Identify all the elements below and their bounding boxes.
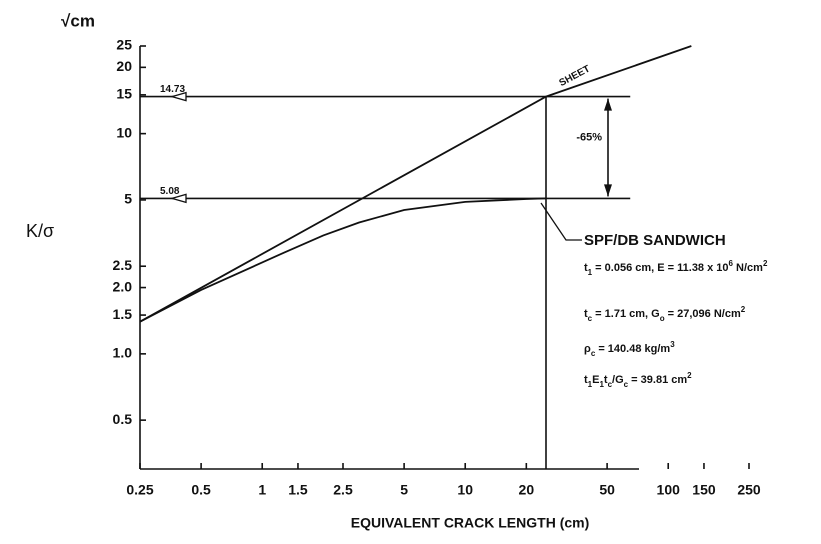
- y-tick-label: 15: [116, 86, 132, 102]
- note-part: t: [584, 374, 588, 386]
- annotation: -65%: [576, 131, 602, 143]
- series-label: SHEET: [557, 64, 592, 89]
- y-tick-label: 10: [116, 124, 132, 140]
- y-tick-label: 0.5: [113, 411, 133, 427]
- leader-line: [540, 202, 582, 241]
- x-tick-label: 20: [519, 482, 535, 498]
- note-part: 1: [599, 380, 604, 389]
- note-part: N/cm: [733, 262, 763, 274]
- note-part: o: [660, 314, 665, 323]
- note-part: = 140.48 kg/m: [595, 343, 670, 355]
- series-line: [139, 45, 692, 323]
- note-part: t: [604, 374, 608, 386]
- x-tick-label: 10: [457, 482, 473, 498]
- x-tick-label: 2.5: [333, 482, 353, 498]
- note-part: = 1.71 cm, G: [592, 308, 660, 320]
- note-part: c: [591, 349, 596, 358]
- note-part: 6: [729, 259, 734, 268]
- x-tick-label: 100: [657, 482, 681, 498]
- note-part: = 39.81 cm: [628, 374, 687, 386]
- x-tick-label: 50: [599, 482, 615, 498]
- y-unit: √cm: [61, 11, 95, 30]
- x-tick-label: 0.25: [126, 482, 153, 498]
- arrow-head: [169, 91, 187, 102]
- arrow-head: [604, 98, 612, 197]
- note-part: = 0.056 cm, E = 11.38 x 10: [592, 262, 728, 274]
- note-part: = 27,096 N/cm: [665, 308, 741, 320]
- note-part: 2: [687, 371, 692, 380]
- reference-label: 14.73: [160, 84, 185, 95]
- reference-label: 5.08: [160, 186, 180, 197]
- series-label: SPF/DB SANDWICH: [584, 232, 726, 249]
- y-tick-label: 2.5: [113, 257, 133, 273]
- note-part: c: [608, 380, 613, 389]
- note: t1 = 0.056 cm, E = 11.38 x 106 N/cm2: [584, 259, 768, 277]
- note-part: 1: [588, 380, 593, 389]
- note-part: 2: [763, 259, 768, 268]
- x-tick-label: 5: [400, 482, 408, 498]
- y-tick-label: 2.0: [113, 278, 133, 294]
- note-part: ρ: [584, 343, 591, 355]
- note-part: c: [624, 380, 629, 389]
- x-tick-label: 1: [258, 482, 266, 498]
- y-tick-label: 1.5: [113, 306, 133, 322]
- note: t1E1tc/Gc = 39.81 cm2: [584, 371, 692, 389]
- note-part: /G: [612, 374, 624, 386]
- y-tick-label: 25: [116, 37, 132, 53]
- note-part: 1: [588, 268, 593, 277]
- note-part: t: [584, 308, 588, 320]
- note-part: 3: [670, 340, 675, 349]
- x-tick-label: 1.5: [288, 482, 308, 498]
- x-tick-label: 150: [692, 482, 716, 498]
- x-tick-label: 0.5: [191, 482, 211, 498]
- note-part: 2: [741, 305, 746, 314]
- x-axis-label: EQUIVALENT CRACK LENGTH (cm): [351, 515, 590, 531]
- arrow-head: [169, 193, 187, 204]
- y-tick-label: 20: [116, 58, 132, 74]
- x-tick-label: 250: [737, 482, 761, 498]
- note: ρc = 140.48 kg/m3: [584, 340, 675, 358]
- note-part: E: [592, 374, 599, 386]
- series-line: [139, 197, 547, 323]
- y-tick-label: 1.0: [113, 345, 133, 361]
- note-part: t: [584, 262, 588, 274]
- note: tc = 1.71 cm, Go = 27,096 N/cm2: [584, 305, 746, 323]
- y-tick-label: 5: [124, 191, 132, 207]
- note-part: c: [588, 314, 593, 323]
- y-axis-label: K/σ: [26, 221, 54, 241]
